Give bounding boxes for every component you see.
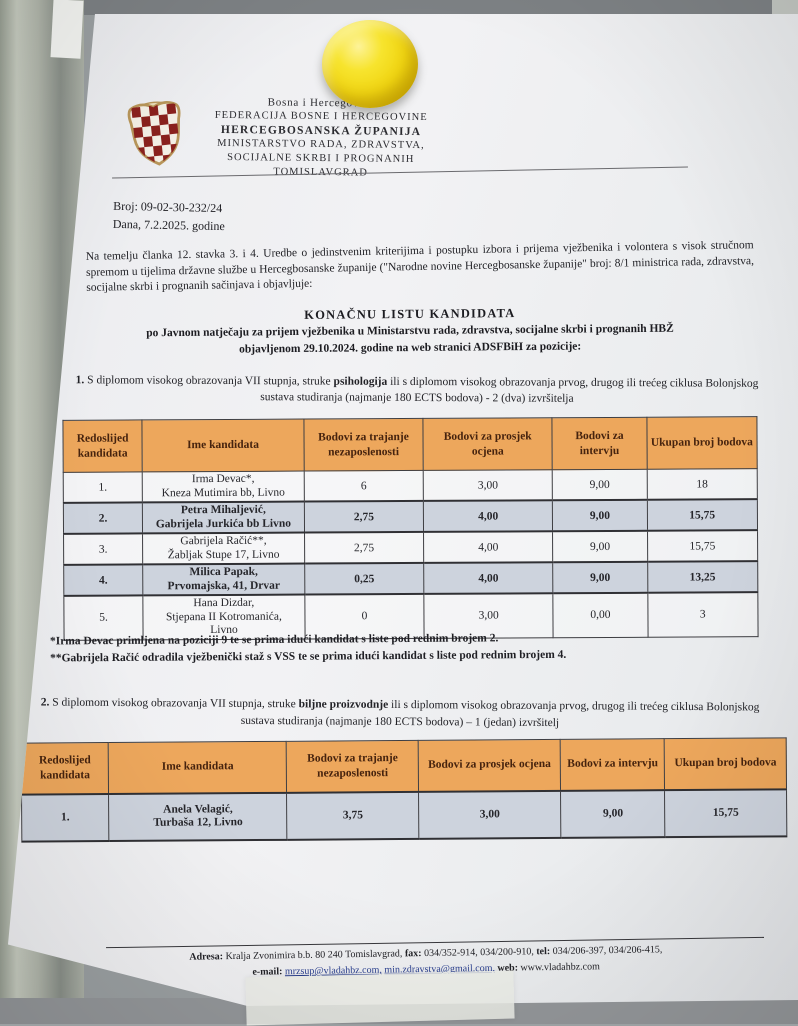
cell-unemployment: 2,75 <box>304 500 424 533</box>
cell-interview: 9,00 <box>552 530 648 563</box>
col-header-name: Ime kandidata <box>108 741 287 794</box>
cell-rank: 2. <box>63 502 143 534</box>
cell-grades: 4,00 <box>423 500 553 532</box>
cell-total: 13,25 <box>647 561 758 593</box>
intro-paragraph: Na temelju članka 12. stavka 3. i 4. Ure… <box>85 239 755 294</box>
cell-name: Milica Papak, Prvomajska, 41, Drvar <box>142 563 305 596</box>
table-header-row: Redoslijed kandidata Ime kandidata Bodov… <box>62 416 758 473</box>
col-header-interview: Bodovi za intervju <box>552 417 647 470</box>
col-header-total: Ukupan broj bodova <box>664 737 787 790</box>
candidate-address: Turbaša 12, Livno <box>153 816 243 829</box>
adhesive-tape <box>245 970 515 1026</box>
cell-unemployment: 6 <box>303 470 424 502</box>
footnotes: *Irma Devac primljena na poziciji 9 te s… <box>50 629 750 667</box>
document-title: KONAČNU LISTU KANDIDATA po Javnom natječ… <box>80 303 740 359</box>
cell-rank: 3. <box>63 533 143 565</box>
candidate-address: Kneza Mutimira bb, Livno <box>161 486 285 499</box>
position-1-field: psihologija <box>333 375 388 388</box>
position-1-description: 1. S diplomom visokog obrazovanja VII st… <box>72 372 762 408</box>
letterhead-ministry-line2: SOCIJALNE SKRBI I PROGNANIH <box>227 152 415 165</box>
cell-rank: 4. <box>63 564 143 596</box>
table-row: 3. Gabrijela Račić**, Žabljak Stupe 17, L… <box>63 530 758 565</box>
document-page: Bosna i Hercegovina FEDERACIJA BOSNE I H… <box>7 14 798 1006</box>
cell-total: 15,75 <box>647 530 758 562</box>
col-header-name: Ime kandidata <box>142 419 304 472</box>
candidate-name: Hana Dizdar, <box>193 596 255 610</box>
position-2-field: biljne proizvodnje <box>298 698 389 711</box>
cell-unemployment: 2,75 <box>304 531 424 564</box>
background-object <box>50 0 84 59</box>
candidate-address: Stjepana II Kotromanića, <box>165 610 282 623</box>
document-date: Dana, 7.2.2025. godine <box>112 216 225 234</box>
cell-grades: 4,00 <box>423 531 553 563</box>
table-row: 4. Milica Papak, Prvomajska, 41, Drvar 0,… <box>63 561 758 596</box>
cell-unemployment: 3,75 <box>286 791 419 840</box>
candidate-address: Žabljak Stupe 17, Livno <box>167 548 280 561</box>
cell-total: 15,75 <box>646 499 758 531</box>
table-row: 1. Anela Velagić, Turbaša 12, Livno 3,75 … <box>21 788 787 842</box>
position-2-text-before: S diplomom visokog obrazovanja VII stupn… <box>49 696 299 711</box>
col-header-total: Ukupan broj bodova <box>646 416 758 470</box>
col-header-grades: Bodovi za prosjek ocjena <box>418 739 561 792</box>
fax-label: fax: <box>404 948 422 960</box>
document-number: Broj: 09-02-30-232/24 <box>113 198 223 216</box>
cell-name: Irma Devac*, Kneza Mutimira bb, Livno <box>142 471 305 503</box>
cell-interview: 9,00 <box>552 469 647 501</box>
coat-of-arms <box>127 101 181 167</box>
address-value: Kralja Zvonimira b.b. 80 240 Tomislavgra… <box>222 948 405 963</box>
cell-grades: 3,00 <box>423 469 553 501</box>
cell-rank: 1. <box>21 793 110 842</box>
tel-label: tel: <box>536 946 551 958</box>
position-1-text-before: S diplomom visokog obrazovanja VII stupn… <box>84 374 334 388</box>
candidate-name: Irma Devac*, <box>191 472 255 486</box>
candidate-name: Petra Mihaljević, <box>180 503 266 517</box>
candidate-name: Gabrijela Račić**, <box>180 534 267 548</box>
candidate-table-2: Redoslijed kandidata Ime kandidata Bodov… <box>21 737 788 842</box>
cell-grades: 4,00 <box>423 562 554 594</box>
cell-interview: 9,00 <box>552 561 648 594</box>
tel-value: 034/206-397, 034/206-415, <box>550 944 663 958</box>
table-header-row: Redoslijed kandidata Ime kandidata Bodov… <box>21 737 787 795</box>
letterhead: Bosna i Hercegovina FEDERACIJA BOSNE I H… <box>190 95 453 182</box>
cell-unemployment: 0,25 <box>304 562 425 595</box>
col-header-rank: Redoslijed kandidata <box>62 419 143 473</box>
col-header-unemployment: Bodovi za trajanje nezaposlenosti <box>286 740 419 793</box>
col-header-grades: Bodovi za prosjek ocjena <box>423 417 553 471</box>
cell-interview: 9,00 <box>552 499 648 532</box>
candidate-address: Prvomajska, 41, Drvar <box>167 579 280 592</box>
cell-interview: 9,00 <box>560 789 666 838</box>
cell-total: 15,75 <box>664 788 787 837</box>
col-header-unemployment: Bodovi za trajanje nezaposlenosti <box>303 418 424 472</box>
web-value: www.vladahbz.com <box>517 961 600 974</box>
cell-rank: 1. <box>63 471 143 503</box>
cell-name: Petra Mihaljević, Gabrijela Jurkića bb Li… <box>142 501 305 534</box>
document-meta: Broj: 09-02-30-232/24 Dana, 7.2.2025. go… <box>113 197 226 235</box>
table-row: 1. Irma Devac*, Kneza Mutimira bb, Livno … <box>63 468 758 503</box>
background-frame-top <box>0 0 798 15</box>
candidate-name: Anela Velagić, <box>163 802 233 816</box>
position-2-description: 2. S diplomom visokog obrazovanja VII st… <box>36 694 764 732</box>
cell-name: Gabrijela Račić**, Žabljak Stupe 17, Livn… <box>142 532 305 565</box>
col-header-rank: Redoslijed kandidata <box>21 742 109 795</box>
candidate-name: Milica Papak, <box>189 565 258 579</box>
col-header-interview: Bodovi za intervju <box>560 738 665 791</box>
cell-name: Anela Velagić, Turbaša 12, Livno <box>108 792 288 841</box>
address-label: Adresa: <box>189 951 224 963</box>
candidate-table-1: Redoslijed kandidata Ime kandidata Bodov… <box>62 416 759 640</box>
fax-value: 034/352-914, 034/200-910, <box>421 946 537 960</box>
cell-grades: 3,00 <box>418 790 562 839</box>
cell-total: 18 <box>646 468 758 500</box>
table-row: 2. Petra Mihaljević, Gabrijela Jurkića bb… <box>63 499 758 534</box>
candidate-address: Gabrijela Jurkića bb Livno <box>155 517 292 530</box>
yellow-magnet <box>322 20 418 108</box>
